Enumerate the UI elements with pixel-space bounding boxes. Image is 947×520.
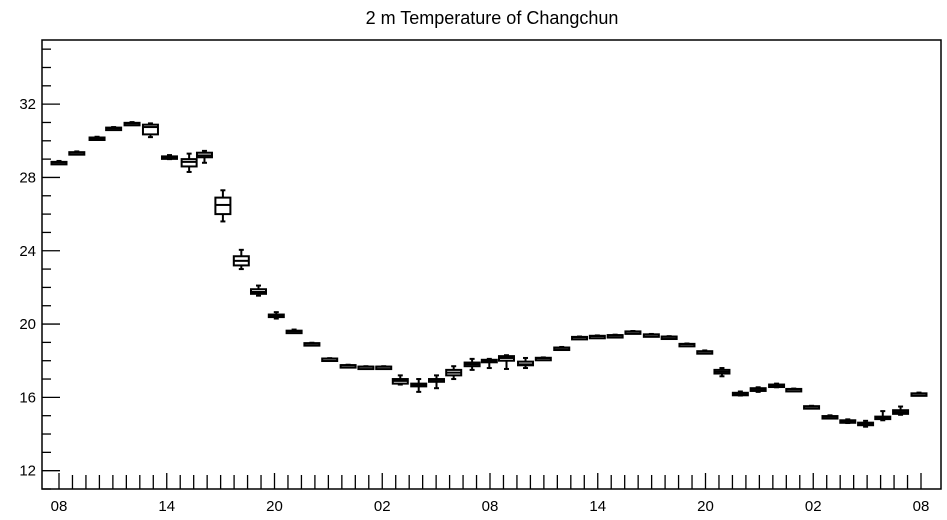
y-tick-label: 24 (19, 243, 36, 260)
box-16 (339, 363, 357, 369)
box-45 (857, 419, 875, 428)
x-tick-label: 14 (589, 498, 606, 515)
box-5 (141, 122, 159, 139)
y-tick-label: 32 (19, 96, 36, 113)
box-48 (910, 391, 928, 397)
box-14 (303, 341, 321, 347)
box-40 (768, 382, 786, 389)
y-tick-label: 12 (19, 463, 36, 480)
box-12 (267, 311, 285, 320)
box-35 (678, 342, 696, 348)
box-27 (534, 356, 552, 362)
y-tick-label: 28 (19, 169, 36, 186)
y-tick-label: 20 (19, 316, 36, 333)
box-1 (68, 150, 86, 156)
x-tick-label: 14 (158, 498, 175, 515)
box-32 (624, 330, 642, 335)
box-25 (497, 354, 515, 370)
box-41 (785, 387, 803, 393)
box-24 (480, 357, 498, 370)
box-42 (803, 404, 821, 410)
box-8 (195, 149, 213, 164)
box-22 (445, 365, 463, 381)
box-46 (874, 410, 892, 422)
box-10 (232, 248, 250, 271)
box-38 (731, 390, 749, 397)
box-11 (249, 284, 267, 297)
box-37 (713, 367, 731, 378)
box-19 (391, 374, 409, 386)
box-39 (749, 386, 767, 393)
box-34 (660, 335, 678, 341)
x-tick-label: 20 (266, 498, 283, 515)
box-36 (696, 349, 714, 355)
x-tick-label: 08 (482, 498, 499, 515)
box-18 (375, 365, 393, 371)
box-44 (839, 418, 857, 425)
axes-layer: 12 16 20 24 28 32 08 14 20 02 08 14 20 02 08 (19, 48, 930, 515)
box-28 (553, 345, 571, 352)
box-21 (428, 374, 446, 390)
box-20 (410, 378, 428, 393)
x-tick-label: 20 (697, 498, 714, 515)
box-6 (160, 154, 178, 161)
box-2 (88, 135, 106, 141)
x-tick-label: 02 (374, 498, 391, 515)
boxes-layer (50, 121, 928, 428)
x-tick-label: 08 (913, 498, 930, 515)
x-tick-label: 08 (51, 498, 68, 515)
plot-frame (41, 39, 942, 490)
box-9 (214, 189, 232, 223)
box-23 (463, 357, 481, 371)
y-tick-label: 16 (19, 389, 36, 406)
box-30 (588, 334, 606, 340)
box-0 (50, 159, 68, 166)
x-tick-label: 02 (805, 498, 822, 515)
box-31 (606, 333, 624, 339)
chart-title: 2 m Temperature of Changchun (366, 8, 619, 28)
box-15 (321, 357, 339, 363)
box-47 (892, 405, 910, 416)
box-3 (105, 126, 123, 132)
box-33 (642, 332, 660, 338)
box-26 (517, 356, 535, 370)
box-7 (180, 152, 198, 173)
box-13 (285, 328, 303, 335)
box-29 (571, 335, 589, 341)
box-17 (357, 365, 375, 371)
box-body (141, 123, 159, 136)
box-43 (821, 414, 839, 420)
box-4 (123, 121, 141, 127)
